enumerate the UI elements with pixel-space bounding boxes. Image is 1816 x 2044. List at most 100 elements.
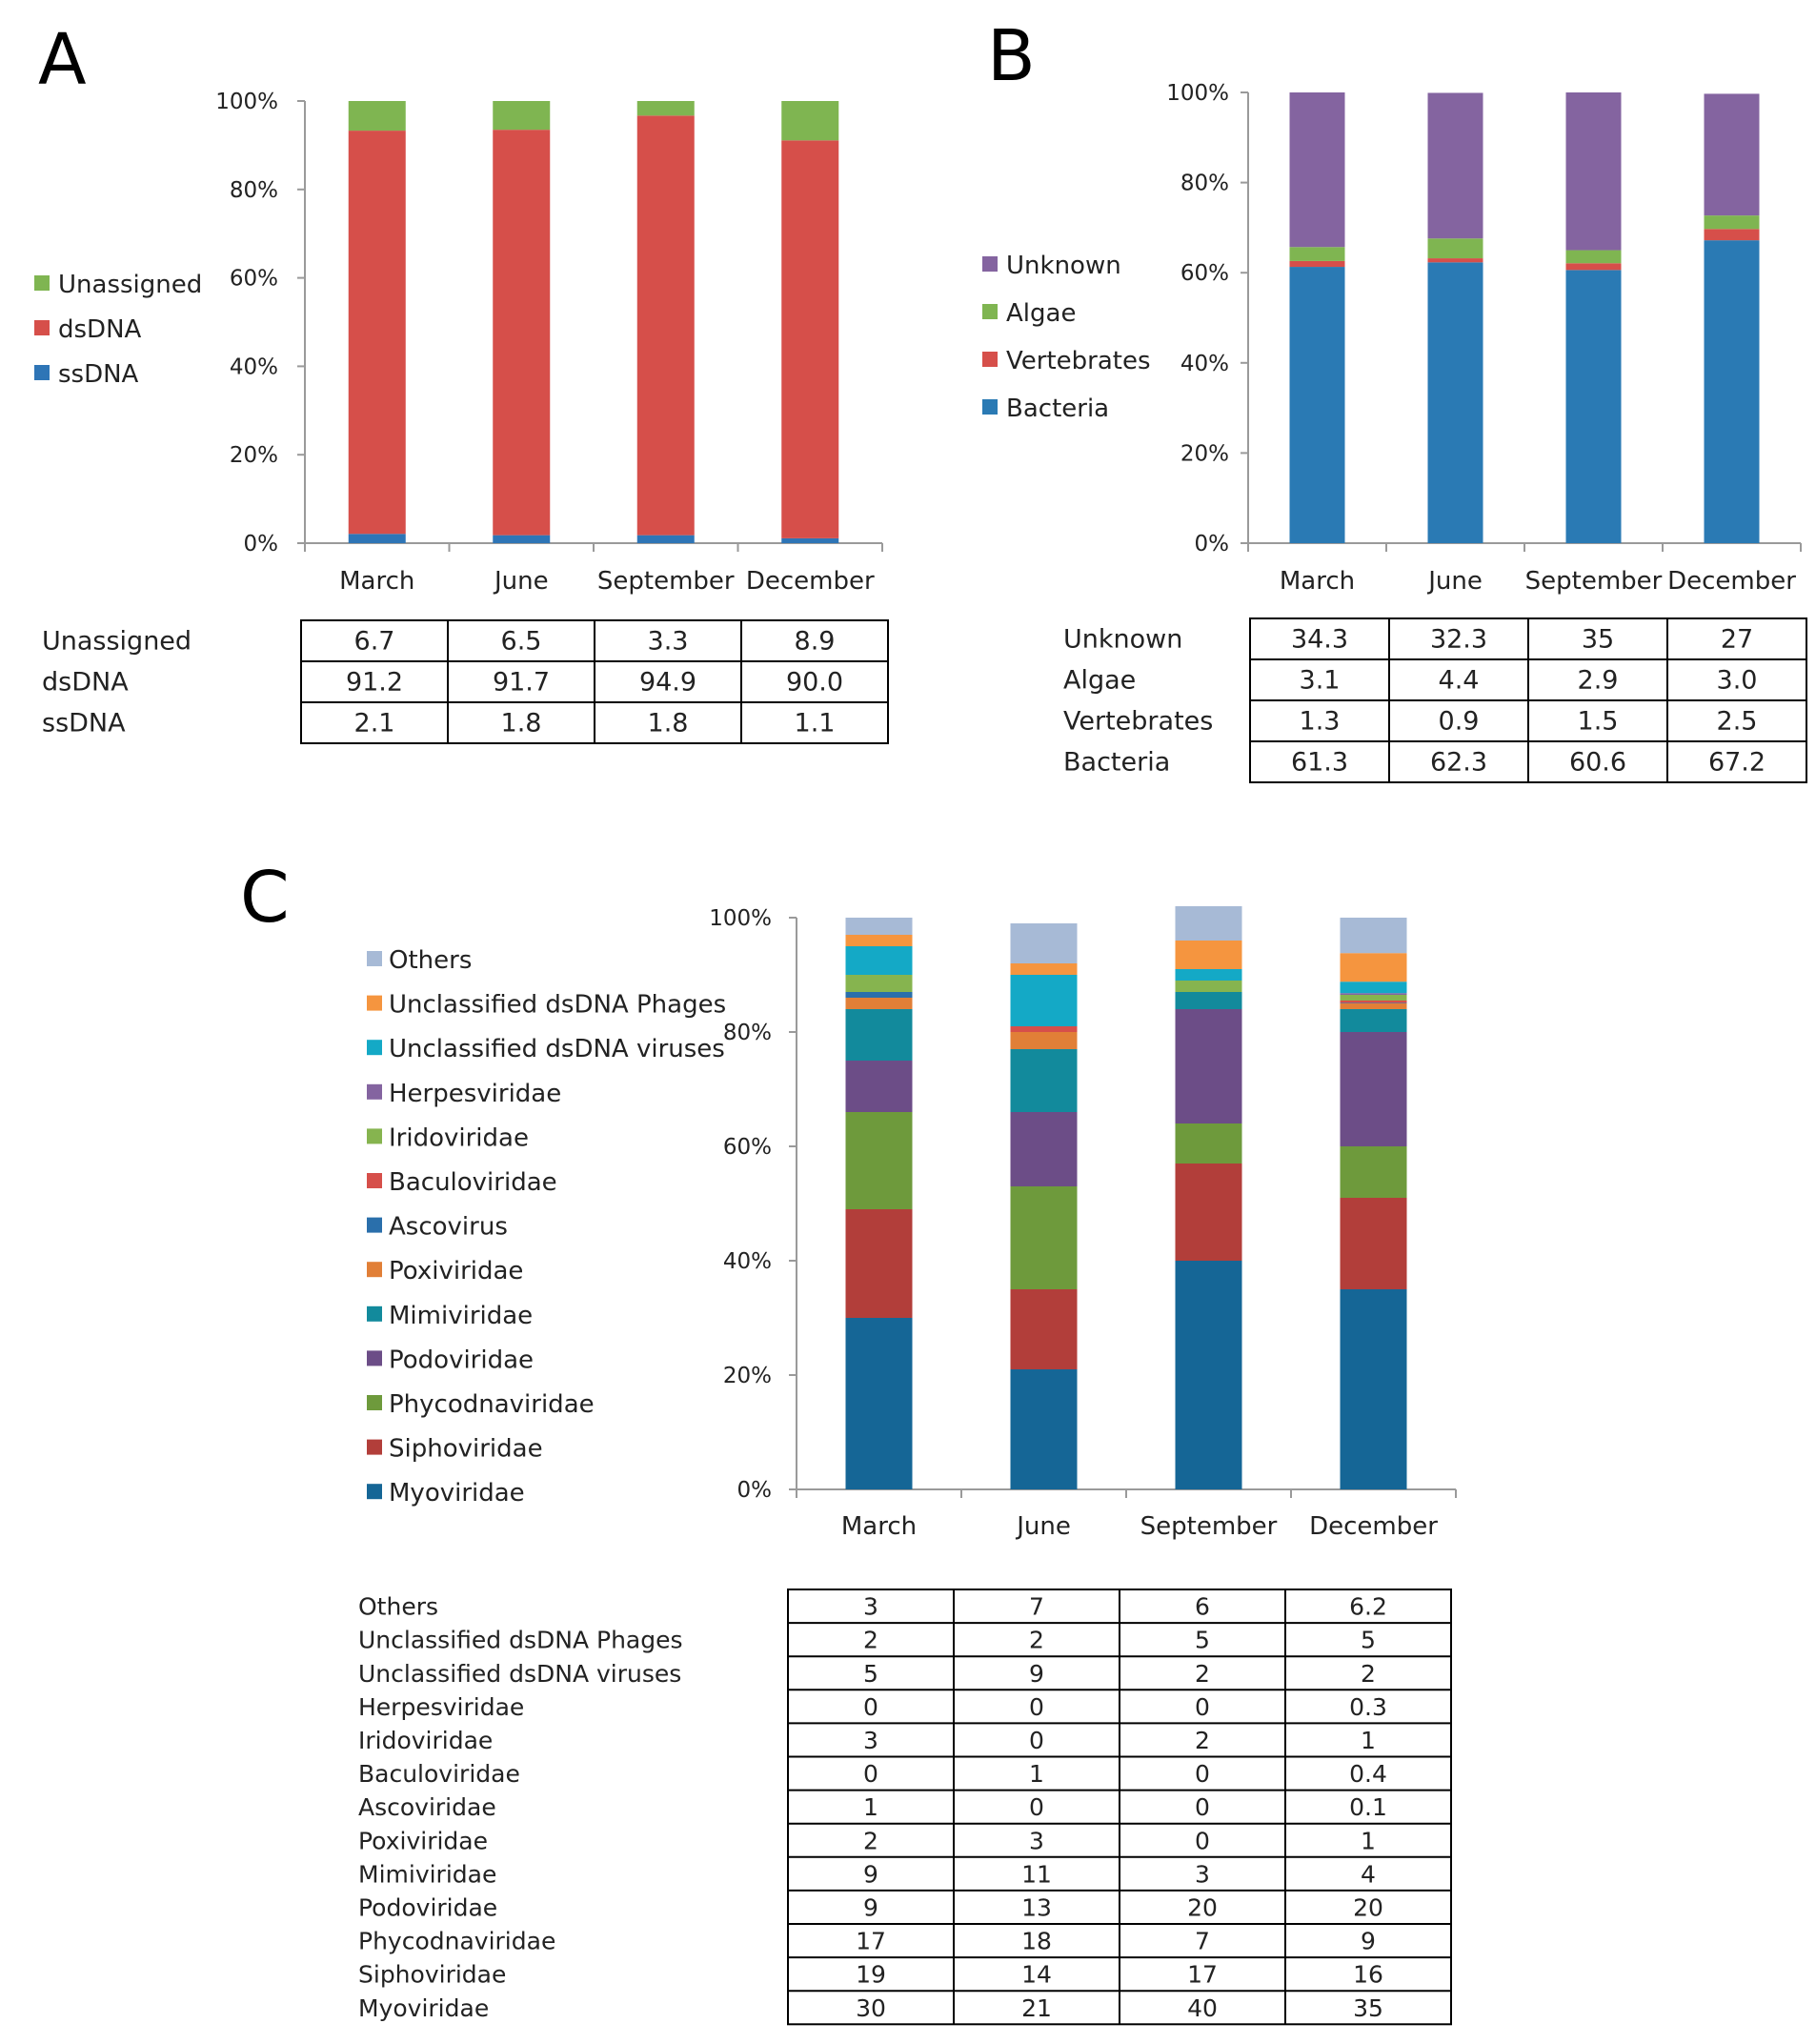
bar-segment-dsdna-december (781, 140, 839, 538)
bar-segment-siphoviridae-march (845, 1209, 913, 1318)
bar-segment-myoviridae-september (1175, 1261, 1242, 1489)
data-table-cell: 0 (863, 1760, 878, 1788)
y-tick-label: 60% (230, 267, 278, 292)
data-table-row-label-mimiviridae: Mimiviridae (358, 1860, 496, 1888)
bar-segment-algae-march (1289, 247, 1345, 261)
bar-segment-iridoviridae-september (1175, 981, 1242, 992)
bar-segment-baculoviridae-june (1010, 1026, 1078, 1032)
data-table-cell: 40 (1187, 1994, 1218, 2022)
y-tick-label: 60% (723, 1135, 772, 1160)
bar-segment-unknown-march (1289, 92, 1345, 248)
legend-label-dsdna: dsDNA (58, 315, 142, 344)
data-table-cell: 35 (1353, 1994, 1383, 2022)
legend-label-algae: Algae (1006, 299, 1076, 328)
bar-segment-bacteria-june (1427, 262, 1483, 543)
data-table-cell: 35 (1582, 625, 1614, 655)
bar-segment-unknown-june (1427, 92, 1483, 239)
bar-segment-myoviridae-december (1340, 1289, 1407, 1489)
legend-label-podoviridae: Podoviridae (389, 1346, 534, 1374)
bar-segment-phycodnaviridae-december (1340, 1146, 1407, 1198)
data-table-cell: 62.3 (1430, 748, 1487, 778)
data-table-cell: 6 (1195, 1593, 1210, 1621)
bar-segment-baculoviridae-december (1340, 1001, 1407, 1003)
legend-label-baculoviridae: Baculoviridae (389, 1168, 557, 1197)
bar-segment-unclassified-dsdna-viruses-march (845, 946, 913, 975)
data-table-cell: 2.9 (1578, 666, 1619, 696)
legend-swatch-unknown (982, 256, 998, 272)
legend-swatch-dsdna (34, 320, 50, 335)
bar-segment-algae-december (1704, 215, 1760, 230)
data-table-cell: 6.7 (354, 627, 395, 657)
data-table-row-label-podoviridae: Podoviridae (358, 1893, 497, 1921)
data-table-cell: 91.2 (346, 668, 403, 698)
data-table-cell: 13 (1021, 1893, 1052, 1921)
data-table-cell: 6.5 (501, 627, 542, 657)
x-category-label: June (493, 567, 549, 596)
data-table-row-label-phycodnaviridae: Phycodnaviridae (358, 1928, 555, 1955)
bar-segment-ssdna-june (493, 535, 551, 543)
legend-label-myoviridae: Myoviridae (389, 1479, 525, 1508)
data-table-row-label-algae: Algae (1063, 666, 1136, 696)
legend-label-siphoviridae: Siphoviridae (389, 1435, 543, 1464)
data-table-cell: 0.1 (1349, 1793, 1387, 1821)
data-table-cell: 0.4 (1349, 1760, 1387, 1788)
data-table-cell: 0 (1029, 1793, 1044, 1821)
bar-segment-unclassified-dsdna-phages-march (845, 935, 913, 946)
data-table-row-label-ssdna: ssDNA (42, 709, 126, 739)
bar-segment-ascovirus-march (845, 992, 913, 998)
legend-swatch-unclassified-dsdna-viruses (367, 1040, 382, 1056)
bar-segment-unassigned-december (781, 101, 839, 141)
legend-swatch-others (367, 951, 382, 966)
bar-segment-phycodnaviridae-march (845, 1112, 913, 1209)
bar-segment-unclassified-dsdna-phages-june (1010, 963, 1078, 975)
data-table-cell: 4.4 (1439, 666, 1480, 696)
data-table-cell: 1.8 (501, 709, 542, 739)
bar-segment-poxiviridae-december (1340, 1003, 1407, 1009)
chart-a: 0% 20% 40% 60% 80% 100% March June September Dece… (34, 90, 889, 744)
data-table-row-label-vertebrates: Vertebrates (1063, 707, 1213, 737)
y-tick-label: 40% (1180, 352, 1229, 376)
data-table-cell: 0 (863, 1693, 878, 1721)
bar-segment-unassigned-september (636, 101, 695, 116)
bar-segment-others-june (1010, 923, 1078, 963)
data-table-row-label-myoviridae: Myoviridae (358, 1994, 489, 2022)
data-table-cell: 2 (1195, 1660, 1210, 1688)
y-tick-label: 20% (1180, 441, 1229, 466)
legend-label-others: Others (389, 946, 472, 975)
bar-segment-ssdna-september (636, 535, 695, 543)
x-category-label: September (597, 567, 735, 596)
data-table-cell: 1 (863, 1793, 878, 1821)
bar-segment-dsdna-march (348, 131, 406, 535)
data-table-row-label-dsdna: dsDNA (42, 668, 129, 698)
x-category-label: September (1140, 1512, 1278, 1541)
legend-label-ascovirus: Ascovirus (389, 1213, 508, 1242)
x-category-label: December (1309, 1512, 1438, 1541)
legend-label-ssdna: ssDNA (58, 360, 139, 389)
bar-segment-siphoviridae-september (1175, 1164, 1242, 1261)
data-table-cell: 2 (1029, 1627, 1044, 1654)
legend-swatch-poxiviridae (367, 1262, 382, 1278)
y-tick-label: 40% (723, 1249, 772, 1274)
data-table-cell: 14 (1021, 1961, 1052, 1989)
bar-segment-poxiviridae-march (845, 998, 913, 1009)
data-table-row-label-unassigned: Unassigned (42, 627, 192, 657)
data-table-cell: 1 (1361, 1727, 1376, 1754)
bar-segment-dsdna-june (493, 130, 551, 536)
bar-segment-bacteria-march (1289, 267, 1345, 543)
panel-a-letter: A (38, 19, 87, 101)
bar-segment-algae-june (1427, 238, 1483, 259)
y-tick-label: 100% (215, 90, 278, 114)
bar-segment-unassigned-june (493, 101, 551, 131)
data-table-cell: 8.9 (795, 627, 836, 657)
data-table-row-label-unclassified-dsdna-viruses: Unclassified dsDNA viruses (358, 1660, 681, 1688)
bar-segment-unassigned-march (348, 101, 406, 132)
data-table-cell: 9 (863, 1893, 878, 1921)
bar-segment-siphoviridae-december (1340, 1198, 1407, 1289)
data-table-cell: 2 (1361, 1660, 1376, 1688)
y-tick-label: 0% (1195, 532, 1230, 557)
data-table-cell: 0.9 (1439, 707, 1480, 737)
data-table-cell: 0.3 (1349, 1693, 1387, 1721)
data-table-cell: 60.6 (1569, 748, 1626, 778)
bar-segment-dsdna-september (636, 115, 695, 536)
bar-segment-others-march (845, 918, 913, 935)
